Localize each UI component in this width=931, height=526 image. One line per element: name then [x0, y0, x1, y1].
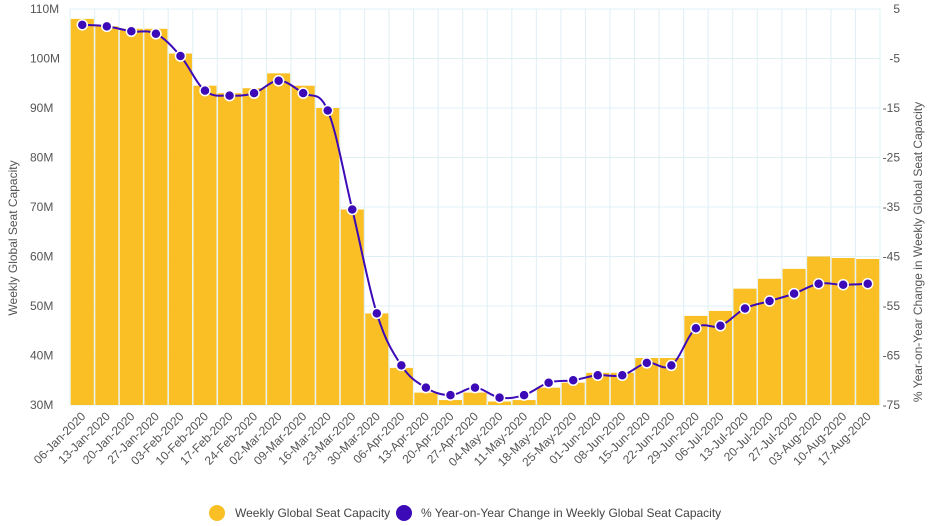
left-tick-label: 70M: [30, 200, 53, 214]
right-tick-label: -35: [883, 200, 901, 214]
right-axis-title: % Year-on-Year Change in Weekly Global S…: [911, 102, 925, 402]
line-point-23-Mar-2020[interactable]: [346, 203, 359, 216]
line-point-13-Jul-2020[interactable]: [739, 302, 751, 315]
line-point-17-Feb-2020[interactable]: [223, 89, 236, 102]
line-point-03-Aug-2020[interactable]: [812, 277, 825, 290]
line-point-06-Apr-2020[interactable]: [395, 359, 408, 372]
legend-item-line[interactable]: % Year-on-Year Change in Weekly Global S…: [396, 505, 721, 521]
bar-10-Aug-2020[interactable]: [831, 257, 855, 405]
right-axis-ticks: -75-65-55-45-35-25-15-55: [883, 2, 901, 412]
bar-10-Feb-2020[interactable]: [193, 85, 217, 405]
bar-01-Jun-2020[interactable]: [586, 372, 610, 405]
right-tick-label: -15: [883, 101, 901, 115]
left-tick-label: 110M: [30, 2, 59, 16]
line-point-01-Jun-2020[interactable]: [591, 369, 604, 382]
bar-03-Feb-2020[interactable]: [168, 53, 192, 406]
legend-line-swatch-icon: [396, 505, 412, 521]
left-axis-ticks: 30M 40M 50M 60M 70M 80M 90M 100M 110M: [30, 2, 60, 412]
bar-08-Jun-2020[interactable]: [610, 372, 634, 405]
left-tick-label: 40M: [30, 349, 53, 363]
left-tick-label: 60M: [30, 250, 53, 264]
bar-30-Mar-2020[interactable]: [365, 313, 389, 405]
left-tick-label: 50M: [30, 299, 53, 313]
line-point-27-Jan-2020[interactable]: [150, 28, 162, 40]
line-point-18-May-2020[interactable]: [542, 376, 555, 389]
bar-27-Jul-2020[interactable]: [782, 268, 806, 405]
legend-line-label: % Year-on-Year Change in Weekly Global S…: [421, 506, 721, 520]
line-point-10-Aug-2020[interactable]: [837, 278, 849, 291]
line-point-30-Mar-2020[interactable]: [371, 307, 383, 320]
line-point-24-Feb-2020[interactable]: [248, 87, 260, 99]
bar-15-Jun-2020[interactable]: [635, 357, 659, 405]
right-tick-label: -45: [883, 250, 901, 264]
line-point-10-Feb-2020[interactable]: [199, 84, 211, 97]
line-point-13-Apr-2020[interactable]: [420, 381, 432, 394]
bar-09-Mar-2020[interactable]: [291, 85, 315, 405]
left-tick-label: 100M: [30, 52, 60, 66]
bar-29-Jun-2020[interactable]: [684, 315, 708, 405]
bar-20-Jan-2020[interactable]: [119, 28, 143, 406]
bar-25-May-2020[interactable]: [561, 382, 585, 405]
bar-13-Jul-2020[interactable]: [733, 288, 757, 405]
bar-02-Mar-2020[interactable]: [267, 73, 291, 405]
bar-22-Jun-2020[interactable]: [659, 357, 683, 405]
left-tick-label: 90M: [30, 101, 53, 115]
line-point-27-Jul-2020[interactable]: [788, 287, 800, 300]
line-point-02-Mar-2020[interactable]: [272, 75, 285, 87]
bar-23-Mar-2020[interactable]: [340, 209, 364, 405]
bar-18-May-2020[interactable]: [537, 387, 561, 405]
line-point-25-May-2020[interactable]: [567, 374, 579, 386]
line-point-09-Mar-2020[interactable]: [297, 87, 309, 99]
line-point-11-May-2020[interactable]: [518, 389, 530, 401]
bar-16-Mar-2020[interactable]: [316, 108, 340, 405]
line-point-04-May-2020[interactable]: [493, 391, 506, 404]
line-point-06-Jul-2020[interactable]: [714, 320, 727, 332]
bar-27-Apr-2020[interactable]: [463, 392, 487, 405]
left-axis-title: Weekly Global Seat Capacity: [6, 160, 20, 315]
line-point-29-Jun-2020[interactable]: [690, 322, 702, 335]
bar-series: [70, 18, 880, 406]
line-point-20-Apr-2020[interactable]: [444, 389, 457, 401]
line-series: [76, 19, 874, 404]
line-point-20-Jan-2020[interactable]: [125, 25, 138, 38]
x-axis-ticks: 06-Jan-202013-Jan-202020-Jan-202027-Jan-…: [31, 409, 874, 469]
left-tick-label: 30M: [30, 398, 53, 412]
line-point-17-Aug-2020[interactable]: [861, 277, 874, 290]
bar-13-Apr-2020[interactable]: [414, 392, 438, 405]
line-point-08-Jun-2020[interactable]: [616, 369, 629, 382]
legend-item-bar[interactable]: Weekly Global Seat Capacity: [209, 505, 390, 521]
bar-17-Aug-2020[interactable]: [856, 258, 880, 405]
legend: Weekly Global Seat Capacity % Year-on-Ye…: [209, 505, 721, 521]
bar-17-Feb-2020[interactable]: [218, 93, 242, 406]
right-tick-label: -65: [883, 349, 901, 363]
right-tick-label: -75: [883, 398, 901, 412]
line-point-20-Jul-2020[interactable]: [763, 295, 776, 307]
legend-bar-label: Weekly Global Seat Capacity: [235, 506, 390, 520]
legend-bar-swatch-icon: [209, 505, 225, 521]
line-point-15-Jun-2020[interactable]: [641, 357, 653, 369]
bar-06-Jul-2020[interactable]: [708, 310, 732, 405]
bar-27-Jan-2020[interactable]: [144, 28, 168, 406]
line-point-16-Mar-2020[interactable]: [321, 104, 334, 117]
right-tick-label: -25: [883, 151, 901, 165]
bar-20-Apr-2020[interactable]: [438, 400, 462, 405]
right-tick-label: -5: [889, 52, 900, 66]
bar-20-Jul-2020[interactable]: [758, 278, 782, 405]
right-tick-label: -55: [883, 299, 901, 313]
left-tick-label: 80M: [30, 151, 53, 165]
bar-11-May-2020[interactable]: [512, 400, 536, 405]
line-point-13-Jan-2020[interactable]: [101, 20, 113, 33]
right-tick-label: 5: [893, 2, 900, 16]
bar-24-Feb-2020[interactable]: [242, 88, 266, 405]
line-point-27-Apr-2020[interactable]: [469, 381, 481, 394]
yoy-change-line: [82, 23, 868, 400]
bar-06-Jan-2020[interactable]: [70, 18, 94, 406]
line-point-03-Feb-2020[interactable]: [174, 50, 187, 62]
line-point-22-Jun-2020[interactable]: [665, 359, 678, 372]
bar-13-Jan-2020[interactable]: [95, 26, 119, 405]
bar-03-Aug-2020[interactable]: [807, 256, 831, 406]
line-point-06-Jan-2020[interactable]: [76, 19, 89, 31]
bar-06-Apr-2020[interactable]: [389, 367, 413, 405]
